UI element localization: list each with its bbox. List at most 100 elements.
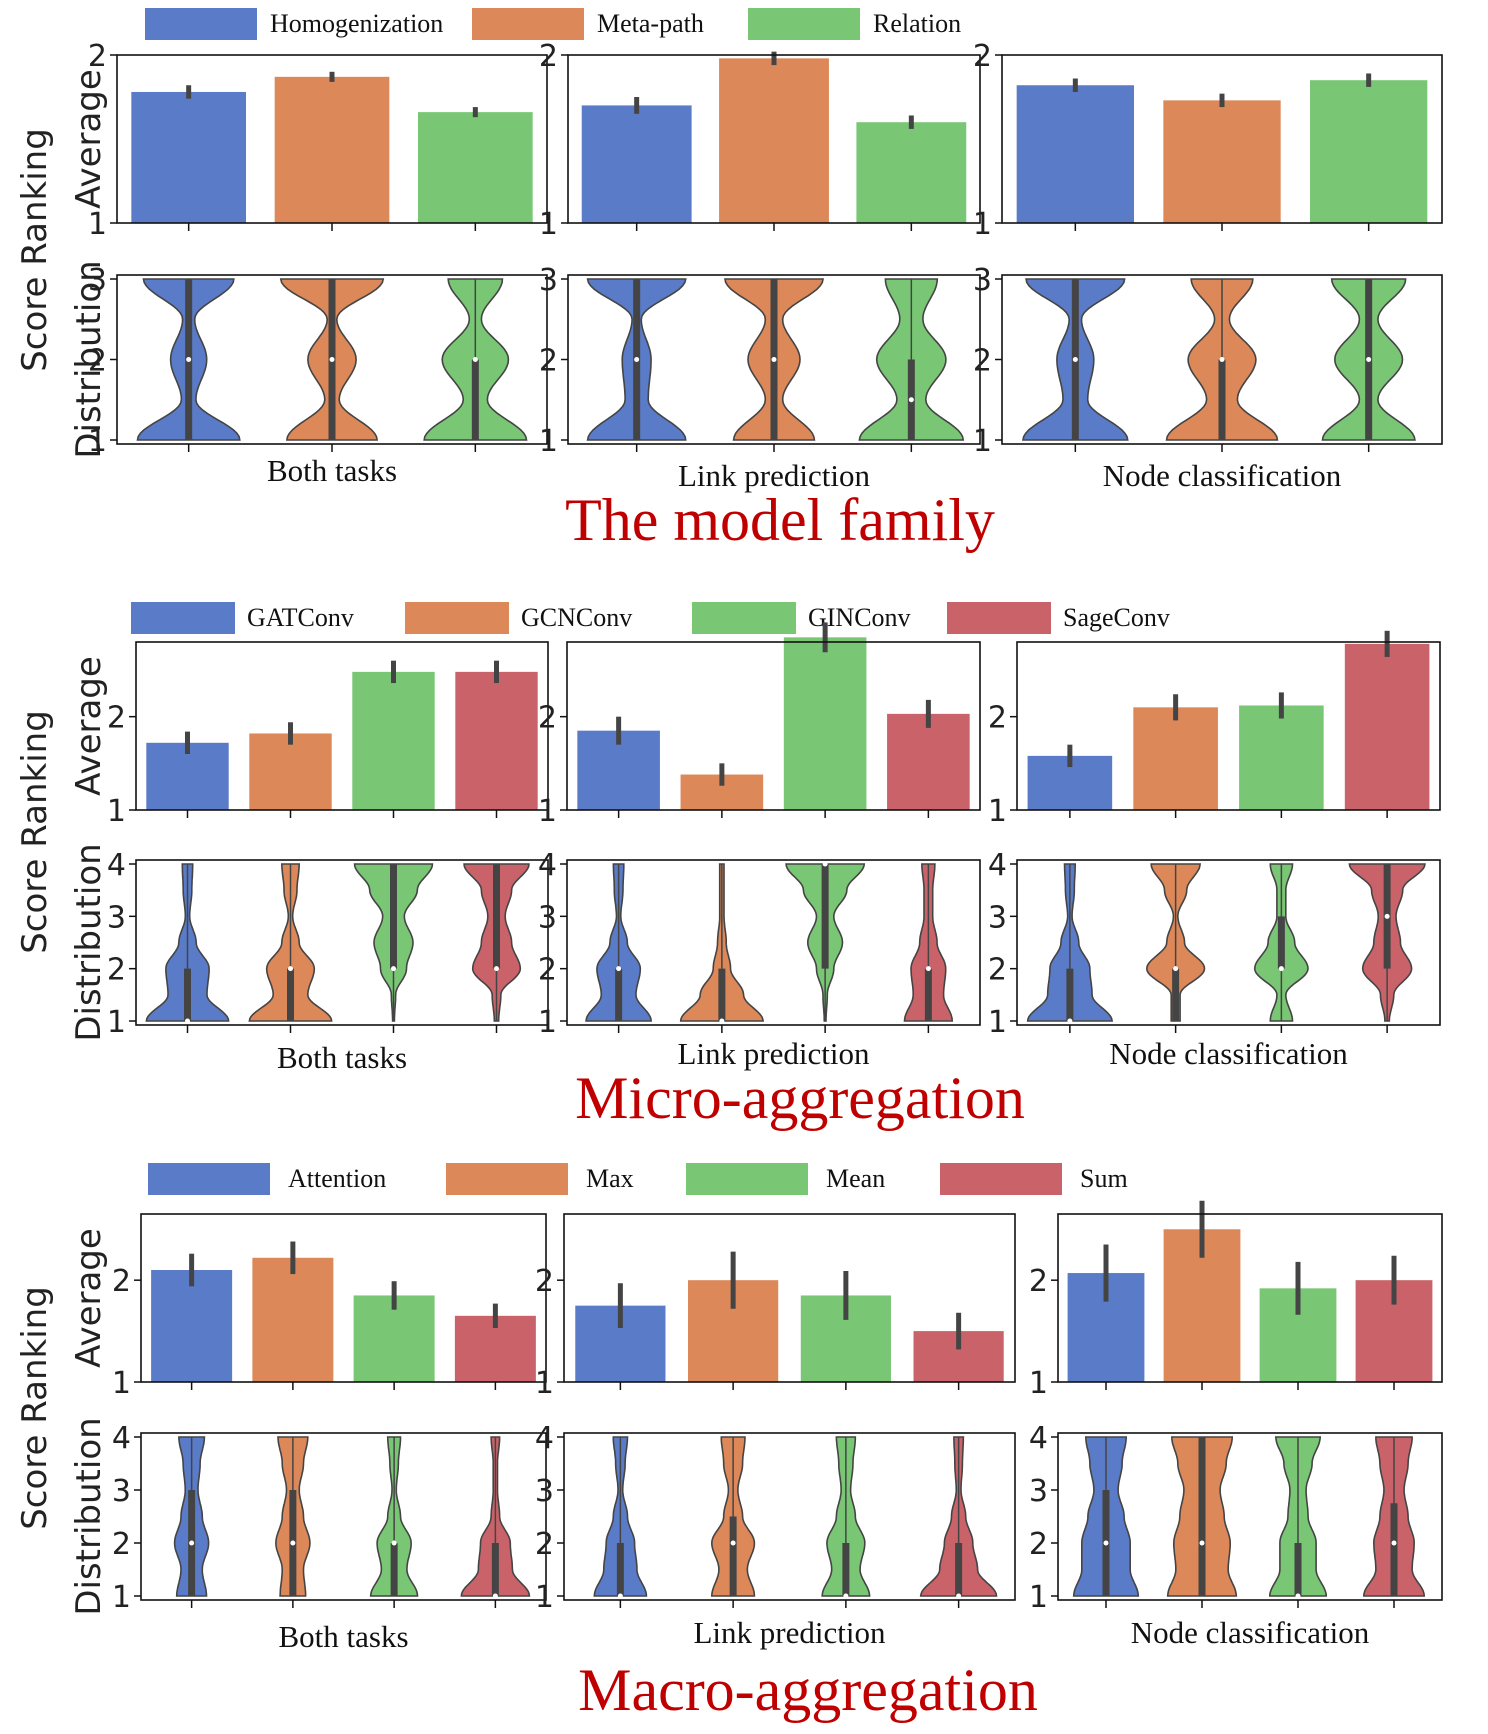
average-panel: 12	[88, 39, 548, 242]
legend-label: GATConv	[247, 603, 354, 632]
violin-median	[494, 966, 499, 972]
violin-median	[391, 966, 396, 972]
bar	[252, 1257, 334, 1382]
violin-median	[730, 1540, 736, 1546]
y-label-distribution: Distribution	[69, 260, 109, 458]
average-panel: 12	[973, 39, 1443, 242]
axes-frame	[1016, 641, 1441, 811]
violin-median	[1384, 913, 1390, 919]
violin-median	[771, 357, 777, 362]
bar	[1310, 80, 1428, 223]
average-panel: 12	[1029, 1200, 1443, 1401]
bar	[1239, 705, 1324, 810]
axes-frame	[563, 1213, 1016, 1383]
distribution-panel: 1 2 3	[973, 263, 1443, 459]
distribution-panel: 1 2 3 4	[988, 848, 1441, 1040]
y-label-score-ranking: Score Ranking	[15, 1286, 55, 1530]
axes-frame	[140, 1213, 547, 1383]
y-tick-label: 1	[88, 207, 107, 242]
y-tick-label: 3	[1029, 1474, 1048, 1509]
bar	[455, 671, 538, 810]
bar	[151, 1270, 233, 1382]
legend-label: GCNConv	[521, 603, 632, 632]
legend-label: Meta-path	[597, 9, 704, 38]
average-panel: 12	[107, 641, 549, 829]
y-tick-label: 3	[538, 900, 557, 935]
panel-subtitle: Node classification	[1109, 1036, 1348, 1071]
violin-median	[186, 357, 192, 362]
bar	[1344, 643, 1430, 810]
section-3: Attention Max Mean Sum Average Distribution Sc…	[15, 1163, 1443, 1723]
y-label-average: Average	[69, 69, 109, 209]
y-tick-label: 1	[107, 1005, 126, 1040]
violin-median	[1072, 357, 1078, 362]
y-tick-label: 1	[988, 794, 1007, 829]
legend-swatch	[686, 1163, 808, 1195]
legend-label: Max	[586, 1164, 634, 1193]
violin-median	[1295, 1593, 1301, 1599]
violin-median	[1103, 1540, 1109, 1546]
violin-median	[1067, 1018, 1073, 1024]
panel-subtitle: Both tasks	[277, 1040, 407, 1075]
violin-median	[1391, 1540, 1397, 1546]
violin-median	[719, 1018, 725, 1024]
legend-swatch	[692, 602, 796, 634]
violin-median	[1278, 966, 1284, 972]
violin-median	[908, 397, 914, 403]
y-tick-label: 3	[88, 263, 107, 298]
y-tick-label: 2	[107, 701, 126, 736]
bar	[353, 1295, 435, 1382]
y-tick-label: 4	[988, 848, 1007, 883]
y-tick-label: 3	[973, 263, 992, 298]
panel-subtitle: Link prediction	[678, 1036, 870, 1071]
y-tick-label: 1	[973, 424, 992, 459]
y-label-average: Average	[69, 1228, 109, 1368]
y-label-score-ranking: Score Ranking	[15, 710, 55, 954]
violin-median	[616, 966, 622, 972]
y-label-distribution: Distribution	[69, 1417, 109, 1615]
distribution-panel: 1 2 3 4	[538, 848, 981, 1040]
panel-subtitle: Link prediction	[694, 1615, 886, 1650]
y-tick-label: 2	[535, 1264, 554, 1299]
average-panel: 12	[988, 630, 1441, 829]
violin-median	[822, 861, 828, 867]
y-tick-label: 2	[539, 39, 558, 74]
y-tick-label: 2	[988, 701, 1007, 736]
bar	[719, 58, 829, 223]
y-tick-label: 2	[88, 344, 107, 379]
distribution-panel: 1 2 3 4	[107, 848, 549, 1040]
y-tick-label: 4	[538, 848, 557, 883]
violin-median	[1219, 357, 1225, 362]
panel-subtitle: Both tasks	[278, 1619, 408, 1654]
y-tick-label: 1	[988, 1005, 1007, 1040]
y-tick-label: 1	[107, 794, 126, 829]
legend-swatch	[145, 8, 257, 40]
average-panel: 12	[112, 1213, 547, 1401]
y-tick-label: 1	[1029, 1580, 1048, 1615]
y-tick-label: 2	[112, 1527, 131, 1562]
distribution-panel: 1 2 3	[539, 263, 981, 459]
axes-frame	[566, 641, 981, 811]
y-tick-label: 2	[535, 1527, 554, 1562]
violin-median	[329, 357, 335, 362]
violin-median	[634, 357, 640, 362]
axes-frame	[1057, 1213, 1443, 1383]
y-tick-label: 1	[538, 1005, 557, 1040]
y-tick-label: 1	[1029, 1366, 1048, 1401]
section-2: GATConv GCNConv GINConv SageConvAverageDist…	[15, 602, 1441, 1131]
bar	[1133, 707, 1218, 810]
y-tick-label: 3	[107, 900, 126, 935]
section-title: The model family	[565, 487, 995, 553]
bar	[856, 122, 967, 223]
legend-label: Sum	[1080, 1164, 1128, 1193]
y-tick-label: 1	[535, 1580, 554, 1615]
y-tick-label: 3	[539, 263, 558, 298]
average-panel: 12	[535, 1213, 1016, 1401]
y-tick-label: 2	[538, 701, 557, 736]
y-tick-label: 2	[112, 1264, 131, 1299]
violin-median	[617, 1593, 623, 1599]
violin-median	[1199, 1540, 1205, 1546]
legend-label: SageConv	[1063, 603, 1170, 632]
bar	[581, 105, 692, 223]
y-tick-label: 1	[538, 794, 557, 829]
